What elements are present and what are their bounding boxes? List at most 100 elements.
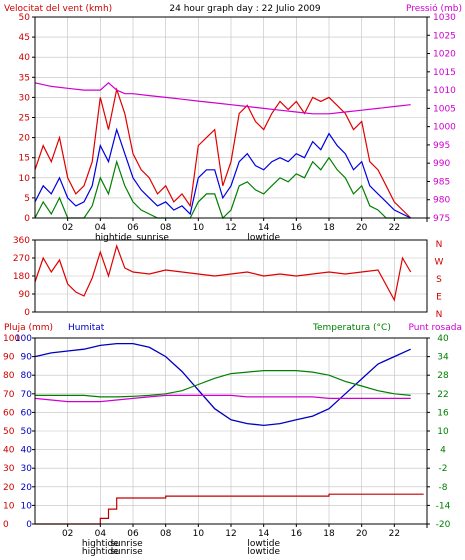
direction-series <box>34 244 412 302</box>
direction-ytick-label: 0 <box>24 308 30 318</box>
wind-direction-line <box>34 244 412 302</box>
wind-pressure-panel: Velocitat del vent (kmh) 24 hour graph d… <box>4 3 462 243</box>
rain-ytick-label: 0 <box>3 520 9 530</box>
pressure-ytick-label: 1015 <box>433 68 456 78</box>
direction-ytick-label: 180 <box>13 272 30 282</box>
rain-ytick-label: 50 <box>3 427 15 437</box>
rain-ytick-label: 40 <box>3 446 15 456</box>
humidity-ytick-label: 90 <box>21 353 33 363</box>
wind-xtick-label: 04 <box>95 223 107 233</box>
rain-humidity-temp-panel: Pluja (mm) Humitat Temperatura (°C) Punt… <box>3 323 462 557</box>
rain-line <box>35 493 424 525</box>
temperature-axis: -20 -14 -8 -2 4 10 16 22 28 34 40 <box>427 334 451 530</box>
pressure-ytick-label: 1000 <box>433 123 456 133</box>
temperature-ytick-label: 16 <box>437 408 449 418</box>
temp-xtick-label: 06 <box>127 529 139 539</box>
wind-annotations: hightide sunrise lowtide <box>95 233 281 243</box>
direction-axis-left: 0 90 180 270 360 <box>13 236 35 318</box>
humidity-ytick-label: 20 <box>21 483 33 493</box>
temperature-ytick-label: 4 <box>440 446 446 456</box>
wind-grid <box>35 17 427 218</box>
pressure-ytick-label: 1010 <box>433 86 456 96</box>
wind-ytick-label: 40 <box>19 53 31 63</box>
temperature-line <box>35 370 411 398</box>
humidity-ytick-label: 30 <box>21 464 33 474</box>
temp-xtick-label: 20 <box>356 529 368 539</box>
temp-xtick-label: 10 <box>193 529 205 539</box>
temp-annotation-label: hightide <box>82 547 119 556</box>
rain-title: Pluja (mm) <box>4 323 53 333</box>
wind-xtick-label: 08 <box>160 223 172 233</box>
direction-ytick-label: 90 <box>19 290 31 300</box>
rain-ytick-label: 90 <box>3 353 15 363</box>
wind-ytick-label: 0 <box>24 214 30 224</box>
wind-xtick-label: 16 <box>291 223 303 233</box>
wind-xtick-label: 10 <box>193 223 205 233</box>
temperature-ytick-label: -8 <box>439 483 448 493</box>
compass-label: E <box>436 293 442 303</box>
temperature-ytick-label: 28 <box>437 371 449 381</box>
graph-day-title: 24 hour graph day : 22 Julio 2009 <box>169 4 321 14</box>
temp-annotation-label: lowtide <box>247 539 280 549</box>
temp-annotation-label: lowtide <box>247 547 280 556</box>
rain-ytick-label: 70 <box>3 390 15 400</box>
pressure-ytick-label: 1025 <box>433 31 456 41</box>
temp-annotation-label: sunrise <box>110 547 143 556</box>
direction-grid <box>35 240 427 312</box>
temperature-ytick-label: 40 <box>437 334 449 344</box>
rain-ytick-label: 20 <box>3 483 15 493</box>
dewpoint-title: Punt rosada <box>408 323 462 333</box>
wind-xtick-label: 12 <box>225 223 236 233</box>
rain-ytick-label: 30 <box>3 464 15 474</box>
rain-ytick-label: 60 <box>3 408 15 418</box>
pressure-ytick-label: 1020 <box>433 50 456 60</box>
wind-axis-left: 0 5 10 15 20 25 30 35 40 45 50 <box>19 13 35 224</box>
wind-xtick-label: 18 <box>323 223 335 233</box>
temp-xtick-label: 04 <box>95 529 107 539</box>
wind-ytick-label: 50 <box>19 13 31 23</box>
rain-axis: 0 10 20 30 40 50 60 70 80 90 100 <box>3 334 20 530</box>
pressure-ytick-label: 990 <box>433 159 450 169</box>
humidity-title: Humitat <box>68 323 105 333</box>
wind-xtick-label: 20 <box>356 223 368 233</box>
temperature-ytick-label: -14 <box>436 501 451 511</box>
wind-ytick-label: 15 <box>19 154 30 164</box>
wind-xtick-label: 02 <box>62 223 73 233</box>
wind-ytick-label: 25 <box>19 114 30 124</box>
pressure-line <box>34 81 411 115</box>
humidity-line <box>34 342 411 427</box>
wind-ytick-label: 45 <box>19 33 30 43</box>
pressure-ytick-label: 995 <box>433 141 450 151</box>
wind-gust-line <box>34 87 412 219</box>
temperature-ytick-label: -2 <box>439 464 448 474</box>
rain-ytick-label: 100 <box>3 334 20 344</box>
temperature-title: Temperatura (°C) <box>312 323 391 333</box>
wind-ytick-label: 35 <box>19 73 30 83</box>
pressure-ytick-label: 980 <box>433 196 450 206</box>
temp-grid <box>35 338 427 524</box>
temp-xtick-label: 14 <box>258 529 270 539</box>
wind-xtick-label: 06 <box>127 223 139 233</box>
wind-x-axis: 02 04 06 08 10 12 14 16 18 20 22 <box>62 218 428 233</box>
temp-annotation-label: hightide <box>82 539 119 549</box>
pressure-title: Pressió (mb) <box>406 3 462 14</box>
pressure-ytick-label: 985 <box>433 177 450 187</box>
wind-annotation-label: lowtide <box>247 233 280 243</box>
temp-xtick-label: 12 <box>225 529 236 539</box>
pressure-axis-right: 975 980 985 990 995 1000 1005 1010 1015 1020 1025 1… <box>427 13 456 224</box>
compass-label: N <box>436 240 443 250</box>
pressure-ytick-label: 975 <box>433 214 450 224</box>
temperature-ytick-label: -20 <box>436 520 451 530</box>
wind-annotation-label: sunrise <box>136 233 169 243</box>
pressure-ytick-label: 1030 <box>433 13 456 23</box>
temp-series <box>34 342 424 525</box>
humidity-ytick-label: 40 <box>21 446 33 456</box>
temperature-ytick-label: 22 <box>437 390 448 400</box>
temp-xtick-label: 08 <box>160 529 172 539</box>
